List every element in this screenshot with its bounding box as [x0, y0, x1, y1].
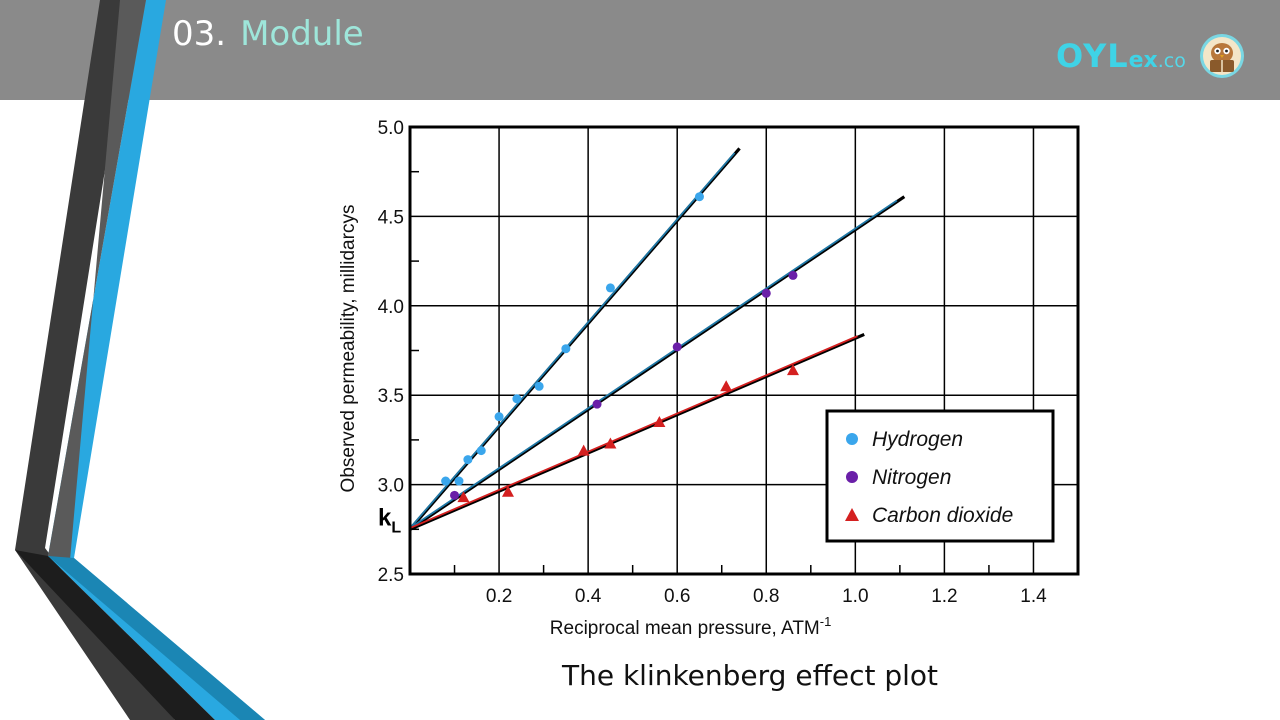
- x-tick-label: 0.6: [664, 586, 690, 607]
- intercept-label-main: k: [378, 504, 392, 531]
- y-tick-label: 5.0: [378, 118, 404, 139]
- nitrogen-fit-line: [409, 199, 898, 529]
- x-tick-label: 0.8: [753, 586, 779, 607]
- carbon-dioxide-point: [653, 416, 666, 428]
- accent-stripe-dark: [15, 0, 175, 720]
- slide-title-text: Module: [240, 14, 364, 54]
- hydrogen-fit-line: [409, 152, 736, 529]
- hydrogen-point: [441, 476, 451, 486]
- legend-marker-hydrogen: [846, 433, 858, 445]
- nitrogen-point: [672, 342, 682, 352]
- slide-number: 03.: [172, 14, 227, 54]
- nitrogen-point: [450, 490, 460, 500]
- x-axis-title-text: Reciprocal mean pressure, ATM: [550, 618, 820, 639]
- slide-title: 03. Module: [172, 12, 364, 56]
- y-tick-label: 4.5: [378, 207, 404, 228]
- carbon-dioxide-point: [577, 444, 590, 456]
- chart-legend: Hydrogen Nitrogen Carbon dioxide: [825, 409, 1055, 543]
- carbon-dioxide-fit-line: [409, 335, 858, 529]
- reading-owl-icon: [1200, 34, 1244, 78]
- legend-marker-nitrogen: [846, 471, 858, 483]
- legend-marker-carbon-dioxide: [845, 508, 859, 521]
- carbon-dioxide-point: [604, 437, 617, 449]
- accent-stripe-grey: [48, 0, 146, 560]
- y-tick-label: 3.5: [378, 386, 404, 407]
- hydrogen-point: [476, 446, 486, 456]
- carbon-dioxide-fit-line-black: [409, 332, 865, 531]
- nitrogen-point: [592, 399, 602, 409]
- chart-data-points: [441, 192, 799, 503]
- hydrogen-point: [605, 283, 615, 293]
- accent-stripe-blue: [48, 0, 265, 720]
- chart-fit-lines: [408, 147, 906, 531]
- brand-wordmark: OYLex.co: [1056, 36, 1186, 81]
- y-tick-label: 3.0: [378, 476, 404, 497]
- klinkenberg-chart: 2.5 3.0 3.5 4.0 4.5 5.0 0.2 0.4 0.6 0.8 1.0 1.2 1.4…: [338, 118, 1080, 639]
- carbon-dioxide-point: [786, 364, 799, 376]
- accent-stripe-shadow: [15, 550, 215, 720]
- carbon-dioxide-point: [457, 491, 470, 503]
- hydrogen-point: [561, 344, 571, 354]
- nitrogen-point: [788, 270, 798, 280]
- carbon-dioxide-point: [720, 380, 733, 392]
- x-tick-label: 1.0: [842, 586, 868, 607]
- y-axis-title: Observed permeability, millidarcys: [338, 205, 359, 493]
- y-tick-labels: 2.5 3.0 3.5 4.0 4.5 5.0: [378, 118, 404, 586]
- y-tick-label: 4.0: [378, 297, 404, 318]
- intercept-label-sub: L: [391, 519, 401, 536]
- brand-mid: ex: [1128, 48, 1158, 73]
- figure-caption: The klinkenberg effect plot: [561, 659, 939, 692]
- hydrogen-point: [463, 455, 473, 465]
- brand-suffix: .co: [1157, 50, 1186, 72]
- intercept-label: kL: [378, 504, 401, 536]
- header-bar: [0, 0, 1280, 100]
- y-tick-label: 2.5: [378, 565, 404, 586]
- hydrogen-point: [534, 381, 544, 391]
- legend-box: [825, 409, 1055, 543]
- brand-main: OYL: [1056, 37, 1129, 75]
- brand-logo: OYLex.co: [1056, 32, 1252, 84]
- legend-label-hydrogen: Hydrogen: [872, 428, 963, 451]
- hydrogen-point: [494, 412, 504, 422]
- legend-label-carbon-dioxide: Carbon dioxide: [872, 504, 1013, 527]
- nitrogen-point: [761, 288, 771, 298]
- carbon-dioxide-point: [501, 485, 514, 497]
- x-axis-title-superscript: -1: [820, 614, 832, 629]
- legend-label-nitrogen: Nitrogen: [872, 466, 951, 489]
- x-tick-labels: 0.2 0.4 0.6 0.8 1.0 1.2 1.4: [486, 586, 1047, 607]
- x-tick-label: 0.4: [575, 586, 602, 607]
- plot-frame: [408, 125, 1080, 576]
- hydrogen-point: [454, 476, 464, 486]
- x-tick-label: 1.2: [931, 586, 957, 607]
- hydrogen-point: [694, 192, 704, 202]
- nitrogen-fit-line-black: [409, 195, 906, 531]
- x-tick-label: 1.4: [1020, 586, 1047, 607]
- accent-stripe-teal: [48, 556, 265, 720]
- hydrogen-point: [512, 394, 522, 404]
- x-axis-title: Reciprocal mean pressure, ATM-1: [550, 614, 832, 639]
- x-tick-label: 0.2: [486, 586, 512, 607]
